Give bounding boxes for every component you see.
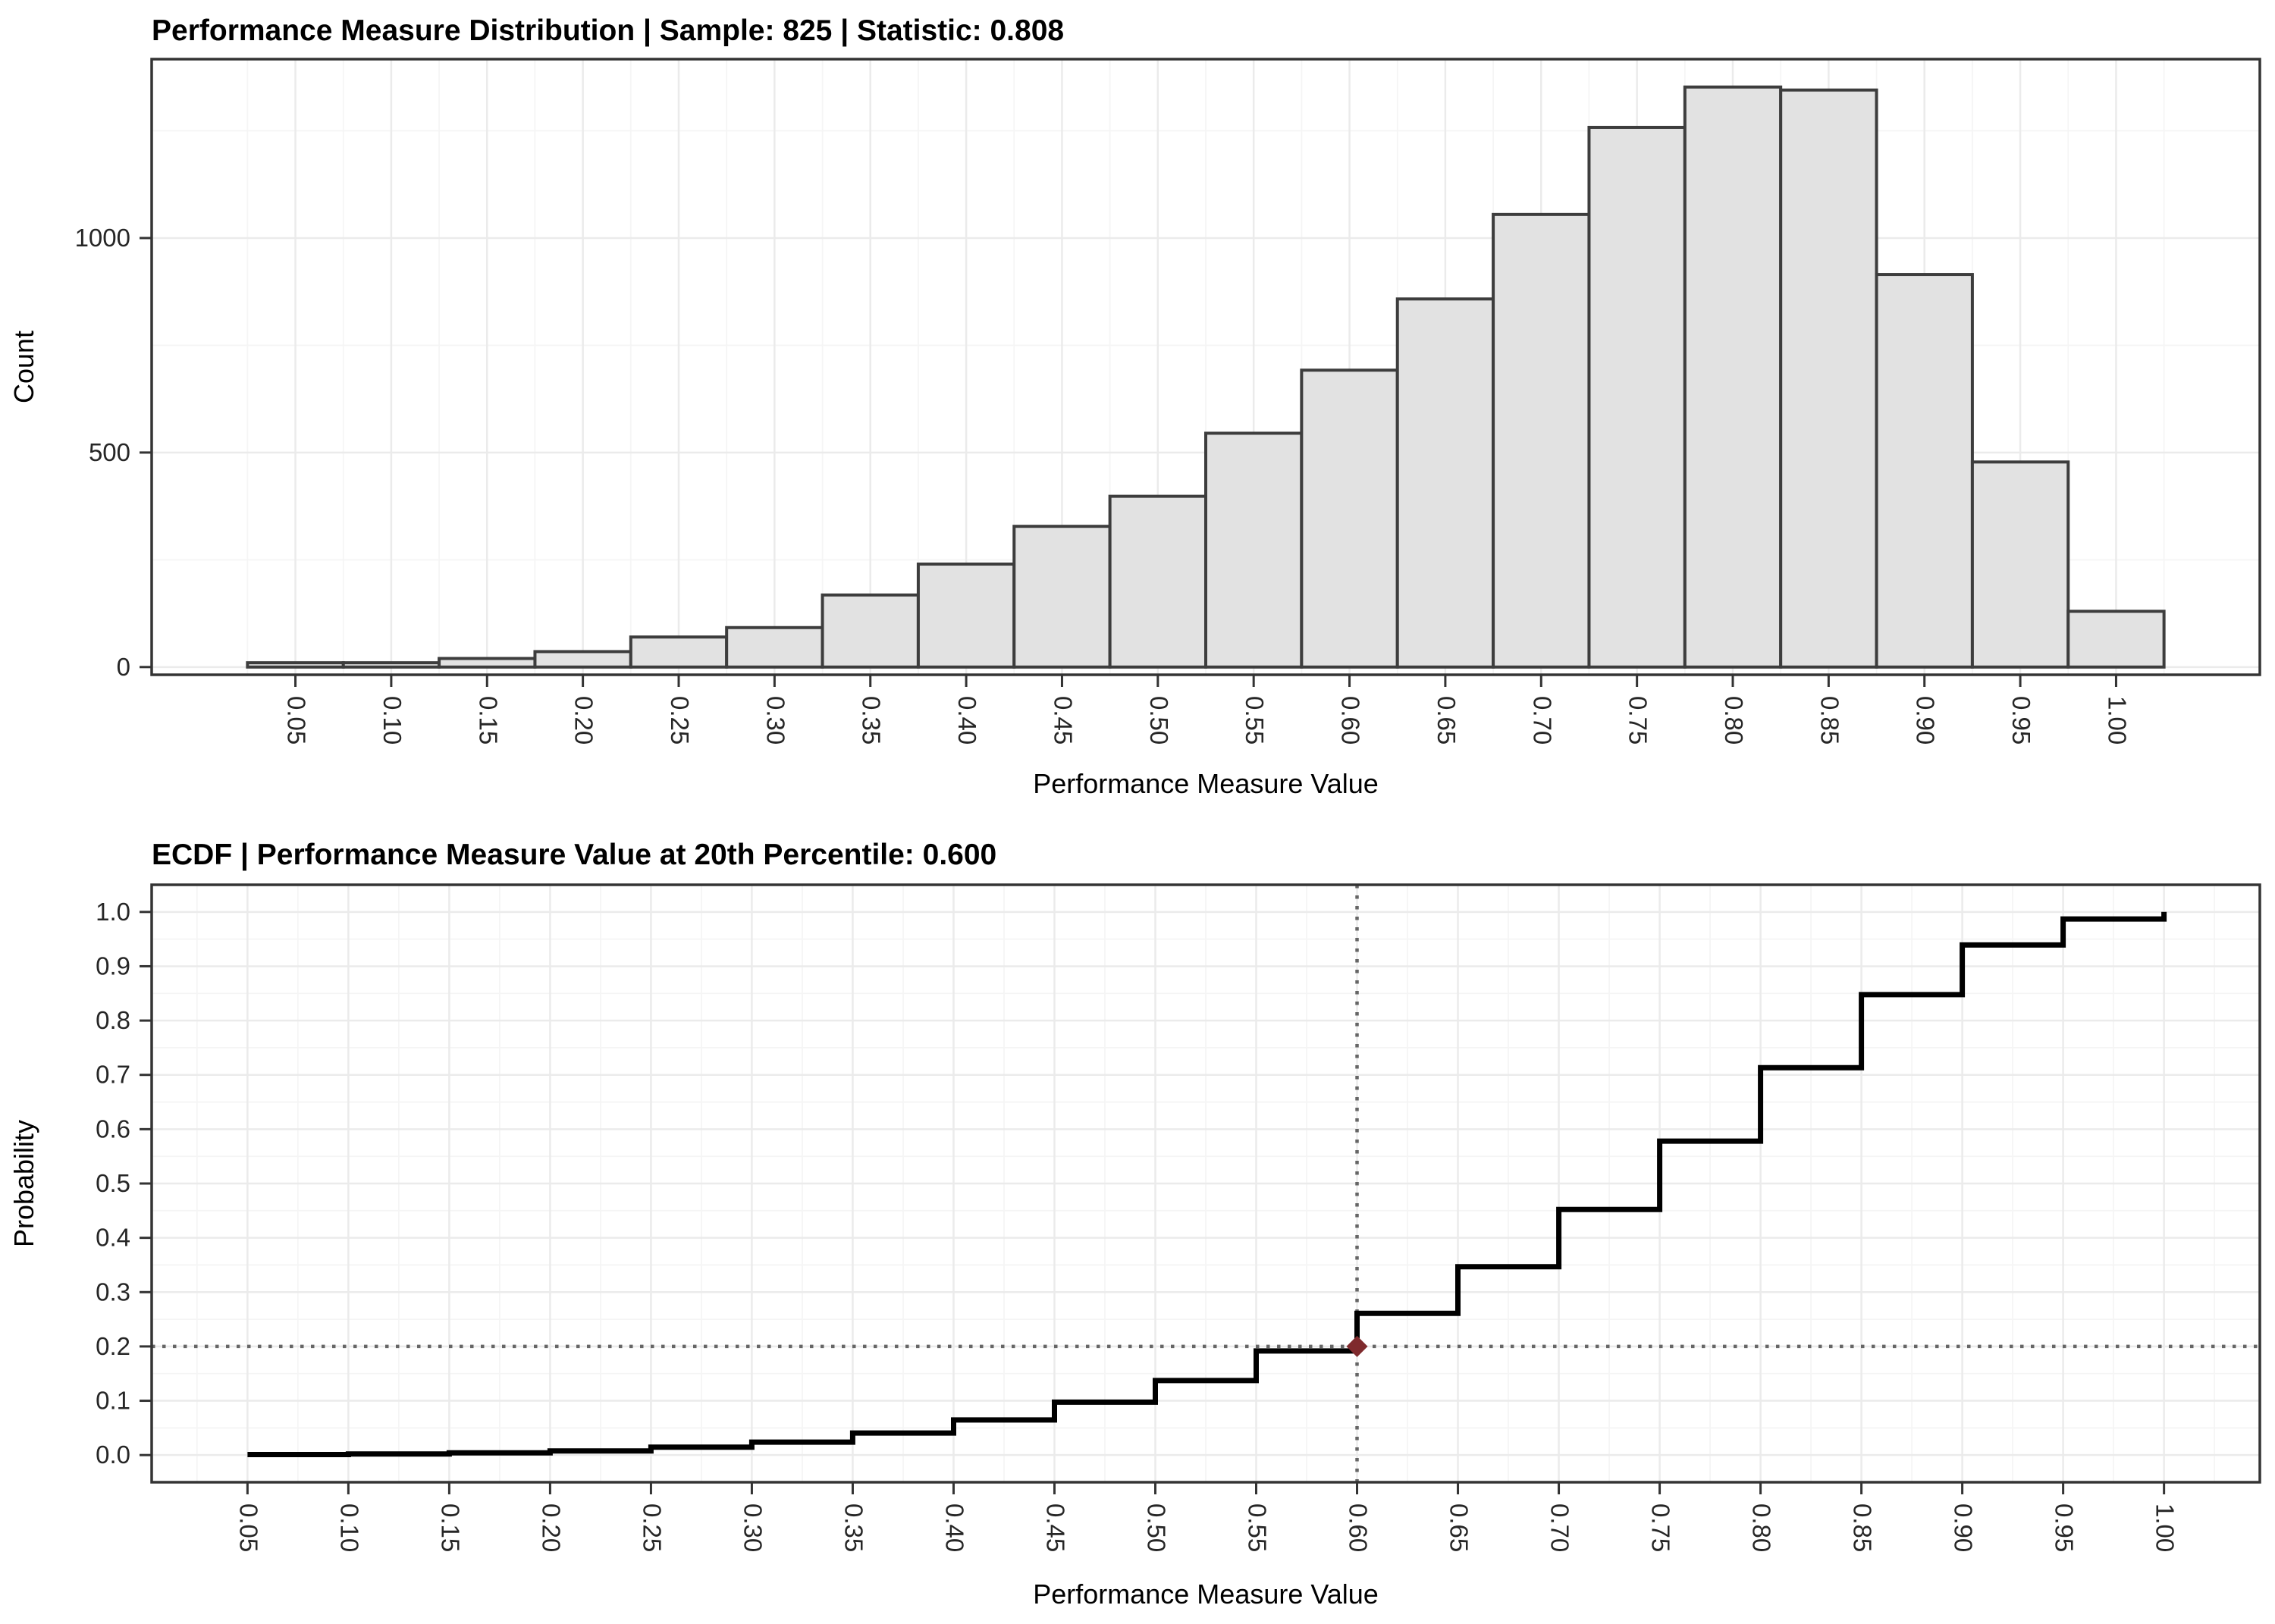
x-tick-label: 0.25 (638, 1503, 666, 1552)
histogram-bar (1300, 368, 1399, 669)
x-tick-label: 0.90 (1950, 1503, 1978, 1552)
histogram-bar (1395, 297, 1495, 669)
x-tick-label: 0.55 (1244, 1503, 1272, 1552)
x-tick-label: 0.10 (335, 1503, 363, 1552)
x-tick-label: 0.15 (474, 696, 502, 745)
x-tick-label: 1.00 (2103, 696, 2131, 745)
ecdf-step-line (247, 911, 2167, 1457)
histogram-bar (1492, 212, 1591, 669)
y-tick-label: 500 (89, 438, 130, 466)
x-tick-label: 0.90 (1912, 696, 1940, 745)
x-tick-label: 0.95 (2007, 696, 2035, 745)
y-tick-label: 0.6 (96, 1115, 130, 1143)
x-tick-label: 0.85 (1815, 696, 1844, 745)
histogram-bar (1683, 85, 1783, 669)
histogram-bar (1875, 273, 1974, 669)
histogram-bar (1970, 460, 2070, 669)
y-tick-label: 0.9 (96, 952, 130, 980)
x-tick-label: 0.40 (953, 696, 981, 745)
x-tick-label: 0.45 (1041, 1503, 1069, 1552)
histogram-bar (341, 661, 441, 669)
x-tick-label: 0.35 (839, 1503, 868, 1552)
histogram-bar (1012, 525, 1112, 669)
ecdf-yaxis-title: Probability (8, 1120, 39, 1247)
x-tick-label: 0.65 (1445, 1503, 1473, 1552)
y-tick-label: 0.2 (96, 1332, 130, 1360)
histogram-bar (725, 625, 824, 669)
histogram-bar (629, 635, 729, 669)
y-tick-label: 1.0 (96, 898, 130, 926)
histogram-bar (916, 563, 1016, 669)
ecdf-plot-area: 0.05 0.10 0.15 0.20 0.25 0.30 0.35 0.40 0.45 0.50… (96, 883, 2261, 1552)
histogram-bar (2066, 610, 2166, 669)
x-tick-label: 0.60 (1337, 696, 1365, 745)
x-tick-label: 0.35 (858, 696, 886, 745)
ecdf-chart: ECDF | Performance Measure Value at 20th… (8, 839, 2261, 1610)
x-tick-label: 0.50 (1145, 696, 1173, 745)
percentile-point (1346, 1335, 1368, 1357)
x-tick-label: 0.75 (1624, 696, 1652, 745)
histogram-bar (246, 661, 345, 669)
y-tick-label: 1000 (75, 224, 130, 252)
y-tick-label: 0.1 (96, 1387, 130, 1415)
x-tick-label: 0.15 (436, 1503, 464, 1552)
x-tick-label: 0.80 (1720, 696, 1748, 745)
x-tick-label: 0.25 (666, 696, 694, 745)
y-tick-label: 0.8 (96, 1006, 130, 1034)
x-tick-label: 0.05 (283, 696, 311, 745)
x-tick-label: 0.65 (1432, 696, 1461, 745)
y-tick-label: 0.4 (96, 1224, 130, 1252)
x-tick-label: 0.30 (761, 696, 789, 745)
x-tick-label: 0.10 (378, 696, 406, 745)
histogram-bar (1108, 494, 1207, 669)
histogram-chart: Performance Measure Distribution | Sampl… (8, 14, 2261, 799)
histogram-yaxis-title: Count (8, 331, 39, 403)
x-tick-label: 0.30 (739, 1503, 767, 1552)
y-tick-label: 0.5 (96, 1169, 130, 1197)
y-tick-label: 0 (117, 653, 130, 681)
panel-border (150, 58, 2261, 676)
x-tick-label: 0.50 (1142, 1503, 1170, 1552)
x-tick-label: 0.05 (234, 1503, 262, 1552)
x-tick-label: 0.60 (1345, 1503, 1373, 1552)
x-tick-label: 0.70 (1546, 1503, 1574, 1552)
histogram-bar (438, 657, 537, 669)
ecdf-xaxis-title: Performance Measure Value (1033, 1579, 1379, 1610)
ecdf-title: ECDF | Performance Measure Value at 20th… (152, 839, 996, 871)
x-tick-label: 0.55 (1241, 696, 1269, 745)
x-tick-label: 0.45 (1049, 696, 1077, 745)
histogram-bar (1779, 88, 1878, 669)
y-tick-label: 0.3 (96, 1278, 130, 1306)
x-tick-label: 0.85 (1849, 1503, 1877, 1552)
y-tick-label: 0.0 (96, 1441, 130, 1469)
histogram-xaxis-title: Performance Measure Value (1033, 768, 1379, 799)
x-tick-label: 0.20 (537, 1503, 565, 1552)
x-tick-label: 1.00 (2151, 1503, 2179, 1552)
histogram-bar (533, 650, 632, 669)
x-tick-label: 0.40 (940, 1503, 968, 1552)
histogram-bar (821, 593, 920, 669)
histogram-title: Performance Measure Distribution | Sampl… (152, 14, 1064, 47)
histogram-bar (1204, 431, 1304, 669)
x-tick-label: 0.80 (1748, 1503, 1776, 1552)
histogram-bar (1587, 125, 1687, 669)
histogram-plot-area: 0.05 0.10 0.15 0.20 0.25 0.30 0.35 0.40 0.45 0.50… (75, 58, 2261, 745)
x-tick-label: 0.95 (2051, 1503, 2079, 1552)
x-tick-label: 0.75 (1647, 1503, 1675, 1552)
y-tick-label: 0.7 (96, 1061, 130, 1089)
x-tick-label: 0.70 (1528, 696, 1556, 745)
x-tick-label: 0.20 (570, 696, 598, 745)
